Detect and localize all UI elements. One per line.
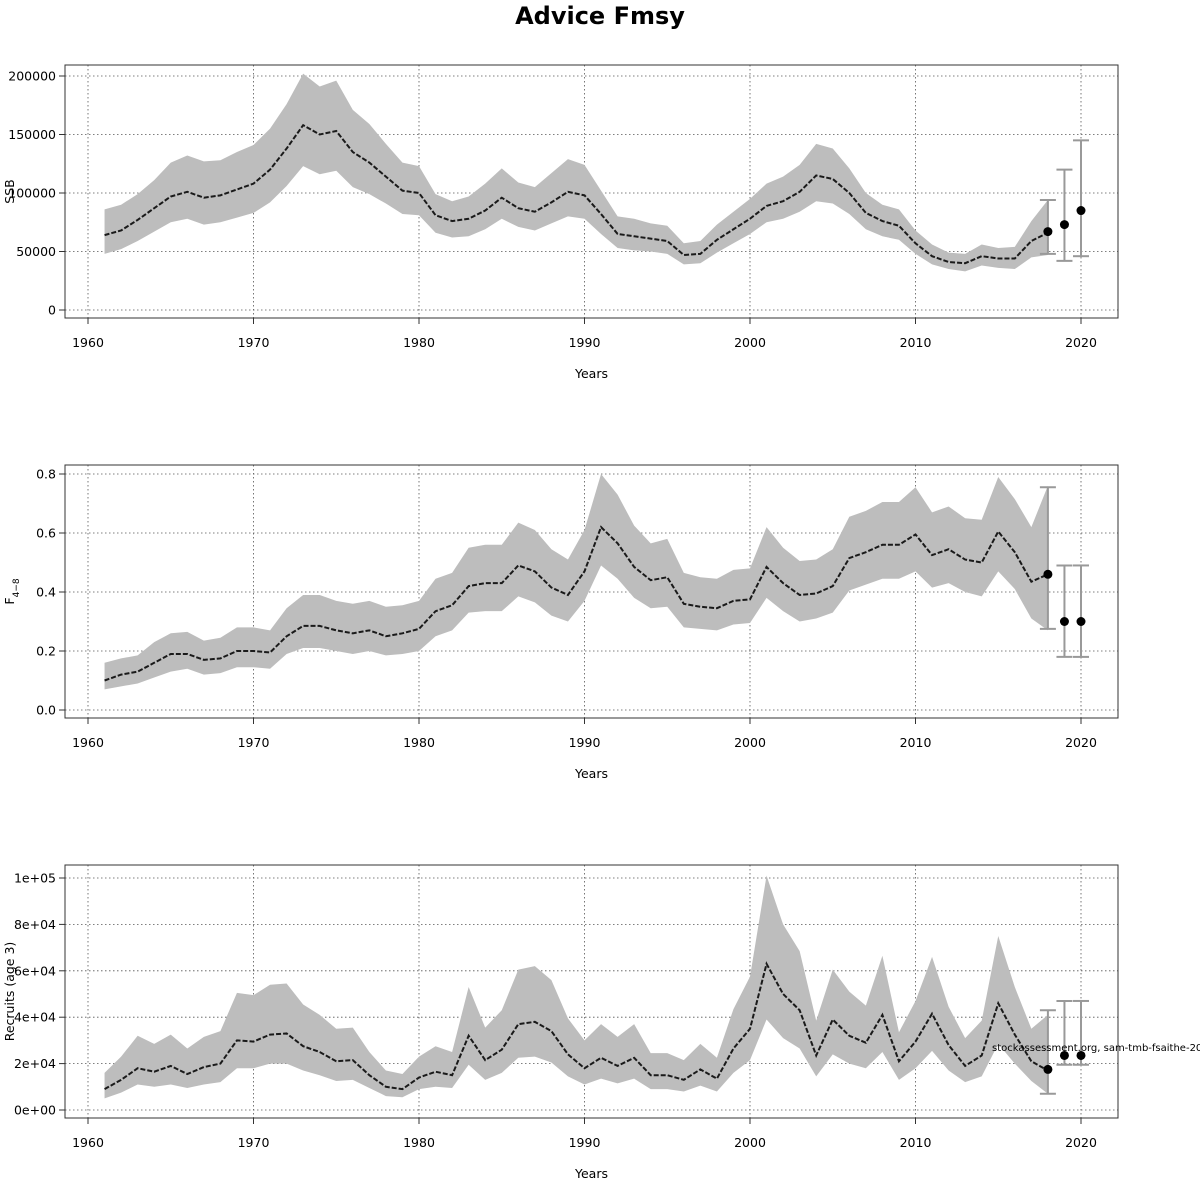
forecast-point-fbar-2018 <box>1043 569 1053 579</box>
confidence-band-recruits <box>104 875 1048 1099</box>
xtick-label-recruits-4: 2000 <box>734 1135 766 1150</box>
ytick-label-fbar-0: 0.0 <box>36 703 56 718</box>
xtick-label-recruits-3: 1990 <box>569 1135 601 1150</box>
ytick-label-fbar-4: 0.8 <box>36 467 56 482</box>
ytick-label-recruits-4: 8e+04 <box>14 917 56 932</box>
xtick-label-fbar-0: 1960 <box>72 735 104 750</box>
estimate-line-recruits <box>104 961 1049 1091</box>
plot-frame-ssb <box>64 64 1119 319</box>
xtick-label-ssb-1: 1970 <box>238 335 270 350</box>
forecast-point-recruits-2020 <box>1076 1050 1086 1060</box>
ylabel-recruits: Recruits (age 3) <box>2 942 17 1042</box>
ytick-label-ssb-0: 0 <box>48 303 56 318</box>
xtick-label-fbar-3: 1990 <box>569 735 601 750</box>
forecast-point-ssb-2018 <box>1043 227 1053 237</box>
ytick-label-fbar-3: 0.6 <box>36 526 56 541</box>
xtick-label-ssb-2: 1980 <box>403 335 435 350</box>
xtick-label-fbar-1: 1970 <box>238 735 270 750</box>
xtick-label-ssb-4: 2000 <box>734 335 766 350</box>
figure-title: Advice Fmsy <box>515 2 685 30</box>
ytick-label-fbar-2: 0.4 <box>36 585 56 600</box>
ytick-label-recruits-3: 6e+04 <box>14 963 56 978</box>
forecast-point-fbar-2020 <box>1076 617 1086 626</box>
xtick-label-recruits-2: 1980 <box>403 1135 435 1150</box>
xlabel-recruits: Years <box>574 1166 608 1181</box>
xtick-label-ssb-3: 1990 <box>569 335 601 350</box>
xtick-label-ssb-0: 1960 <box>72 335 104 350</box>
ytick-label-recruits-0: 0e+00 <box>14 1103 56 1118</box>
xtick-label-fbar-6: 2020 <box>1065 735 1097 750</box>
ytick-label-ssb-4: 200000 <box>8 69 56 84</box>
plot-frame-fbar <box>64 464 1119 719</box>
ytick-label-recruits-5: 1e+05 <box>14 871 56 886</box>
panel-recruits: 0e+00 2e+04 4e+04 6e+04 8e+04 1e+05 1960 1970 19… <box>2 864 1119 1181</box>
plot-frame-recruits <box>64 864 1119 1119</box>
confidence-band-ssb <box>104 73 1048 272</box>
xtick-label-recruits-5: 2010 <box>900 1135 932 1150</box>
estimate-line-fbar <box>104 525 1049 682</box>
xtick-label-recruits-6: 2020 <box>1065 1135 1097 1150</box>
forecast-point-recruits-2018 <box>1043 1064 1053 1074</box>
ytick-label-ssb-3: 150000 <box>8 127 56 142</box>
ytick-label-ssb-2: 100000 <box>8 186 56 201</box>
ytick-label-ssb-1: 50000 <box>16 244 56 259</box>
ylabel-subscript-fbar: 4−8 <box>12 578 22 597</box>
xlabel-ssb: Years <box>574 366 608 381</box>
forecast-point-ssb-2019 <box>1059 220 1069 230</box>
ytick-label-recruits-1: 2e+04 <box>14 1056 56 1071</box>
xtick-label-fbar-4: 2000 <box>734 735 766 750</box>
ytick-label-fbar-1: 0.2 <box>36 644 56 659</box>
xtick-label-recruits-0: 1960 <box>72 1135 104 1150</box>
forecast-point-ssb-2020 <box>1076 206 1086 216</box>
panel-fbar: 0.0 0.2 0.4 0.6 0.8 1960 1970 1980 1990 2000 2010 2… <box>2 464 1119 781</box>
forecast-point-recruits-2019 <box>1059 1050 1069 1060</box>
estimate-line-ssb <box>104 123 1049 265</box>
forecast-point-fbar-2019 <box>1059 617 1069 626</box>
xtick-label-ssb-6: 2020 <box>1065 335 1097 350</box>
ytick-label-recruits-2: 4e+04 <box>14 1010 56 1025</box>
xtick-label-fbar-5: 2010 <box>900 735 932 750</box>
source-annotation: stockassessment.org, sam-tmb-fsaithe-201… <box>992 1043 1200 1054</box>
ylabel-fbar: F4−8 <box>2 578 22 604</box>
xtick-label-fbar-2: 1980 <box>403 735 435 750</box>
panel-ssb: 0 50000 100000 150000 200000 1960 1970 1980 1990… <box>2 64 1119 381</box>
xtick-label-ssb-5: 2010 <box>900 335 932 350</box>
xtick-label-recruits-1: 1970 <box>238 1135 270 1150</box>
xlabel-fbar: Years <box>574 766 608 781</box>
ylabel-ssb: SSB <box>2 179 17 203</box>
